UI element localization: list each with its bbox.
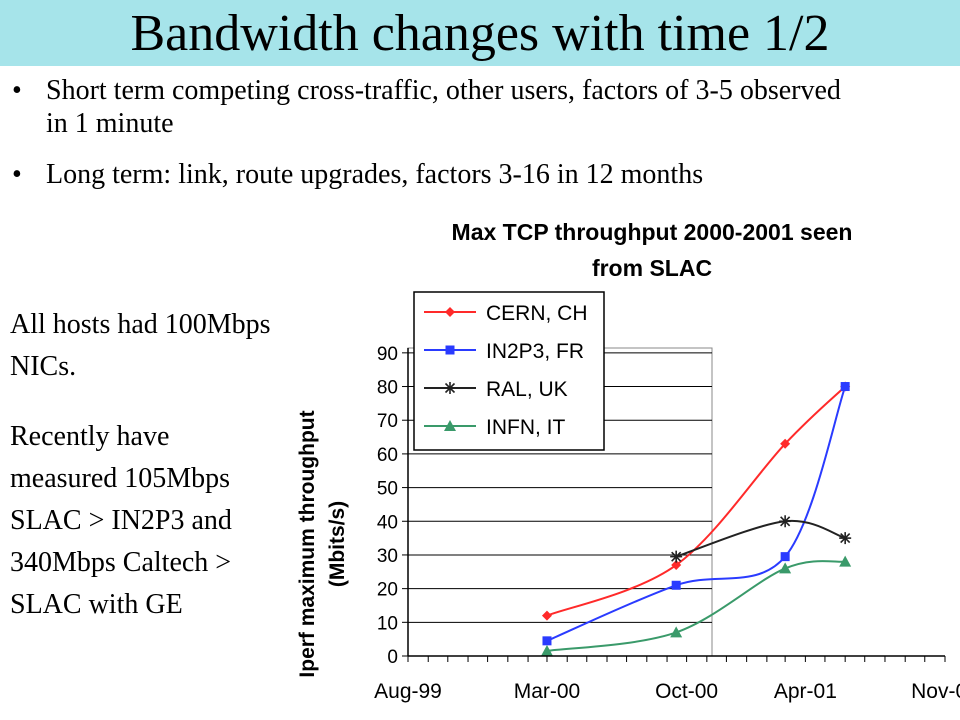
- legend-label: CERN, CH: [486, 302, 588, 325]
- series-line: [546, 386, 847, 642]
- data-point: [444, 420, 456, 431]
- y-tick-label: 80: [377, 378, 398, 399]
- data-point: [779, 562, 792, 574]
- y-axis-label-line: (Mbits/s): [326, 501, 349, 587]
- legend: CERN, CH IN2P3, FR RAL, UK INFN, IT: [413, 291, 605, 451]
- data-point-stroke: [671, 551, 682, 562]
- y-tick-label: 20: [377, 580, 398, 601]
- data-point: [445, 307, 455, 317]
- bullet-item: • Long term: link, route upgrades, facto…: [12, 158, 866, 191]
- data-point: [541, 610, 552, 621]
- data-point: [839, 555, 852, 567]
- data-point: [444, 382, 456, 394]
- page-title: Bandwidth changes with time 1/2: [130, 5, 830, 62]
- series-infn-it: [540, 555, 852, 656]
- data-point: [671, 580, 681, 590]
- data-point: [840, 382, 850, 392]
- x-tick-label: Nov-01: [911, 680, 960, 703]
- side-note: All hosts had 100Mbps NICs.: [10, 309, 271, 382]
- chart-title-line: from SLAC: [592, 255, 712, 281]
- series-line: [546, 385, 846, 617]
- data-point: [671, 560, 682, 571]
- y-tick-label: 30: [377, 546, 398, 567]
- series-ral-uk: [670, 515, 852, 563]
- y-axis-label: Iperf maximum throughput (Mbits/s): [296, 410, 349, 677]
- y-tick-label: 40: [377, 512, 398, 533]
- y-tick-label: 90: [377, 344, 398, 365]
- data-point: [780, 552, 790, 562]
- legend-label: INFN, IT: [486, 416, 565, 439]
- data-point: [779, 515, 792, 528]
- y-tick-label: 60: [377, 445, 398, 466]
- data-point: [540, 644, 553, 656]
- data-point: [839, 532, 852, 545]
- data-point: [670, 626, 683, 638]
- y-axis-label-line: Iperf maximum throughput: [296, 410, 319, 677]
- legend-entry: INFN, IT: [424, 416, 565, 439]
- throughput-chart: Max TCP throughput 2000-2001 seen from SL…: [296, 219, 960, 703]
- title-bar: [0, 0, 960, 66]
- bullet-item: • Short term competing cross-traffic, ot…: [12, 74, 866, 140]
- y-tick-label: 0: [387, 647, 398, 668]
- side-note: Recently have measured 105Mbps SLAC > IN…: [10, 421, 232, 620]
- x-tick-label: Mar-00: [514, 680, 581, 703]
- axes: 0 10 20 30 40 50 60 70 80 90 Aug-99 Mar-00 Oct-00 Apr…: [374, 344, 960, 703]
- series-in2p3-fr: [542, 382, 850, 646]
- series-line: [546, 560, 846, 652]
- legend-box: [413, 291, 605, 451]
- bullet-text: Short term competing cross-traffic, othe…: [46, 75, 841, 139]
- data-point-stroke: [840, 533, 851, 544]
- x-tick-label: Aug-99: [374, 680, 442, 703]
- bullet-text: Long term: link, route upgrades, factors…: [46, 159, 704, 190]
- bullet-dot-icon: •: [12, 75, 22, 106]
- legend-label: IN2P3, FR: [486, 340, 584, 363]
- data-point: [445, 345, 455, 355]
- chart-title: Max TCP throughput 2000-2001 seen from SL…: [452, 219, 853, 281]
- chart-title-line: Max TCP throughput 2000-2001 seen: [452, 219, 853, 245]
- data-point-stroke: [444, 382, 456, 394]
- bullet-dot-icon: •: [12, 159, 22, 190]
- y-tick-label: 10: [377, 613, 398, 634]
- legend-entry: CERN, CH: [424, 302, 588, 325]
- data-point-stroke: [780, 516, 791, 527]
- legend-label: RAL, UK: [486, 378, 568, 401]
- y-tick-label: 50: [377, 479, 398, 500]
- y-tick-label: 70: [377, 411, 398, 432]
- x-tick-label: Apr-01: [774, 680, 837, 703]
- data-point: [780, 438, 791, 449]
- series-layer: [540, 381, 852, 656]
- data-point: [670, 550, 683, 563]
- legend-entry: IN2P3, FR: [424, 340, 584, 363]
- x-tick-label: Oct-00: [655, 680, 718, 703]
- data-point: [542, 636, 552, 646]
- legend-entry: RAL, UK: [424, 378, 568, 401]
